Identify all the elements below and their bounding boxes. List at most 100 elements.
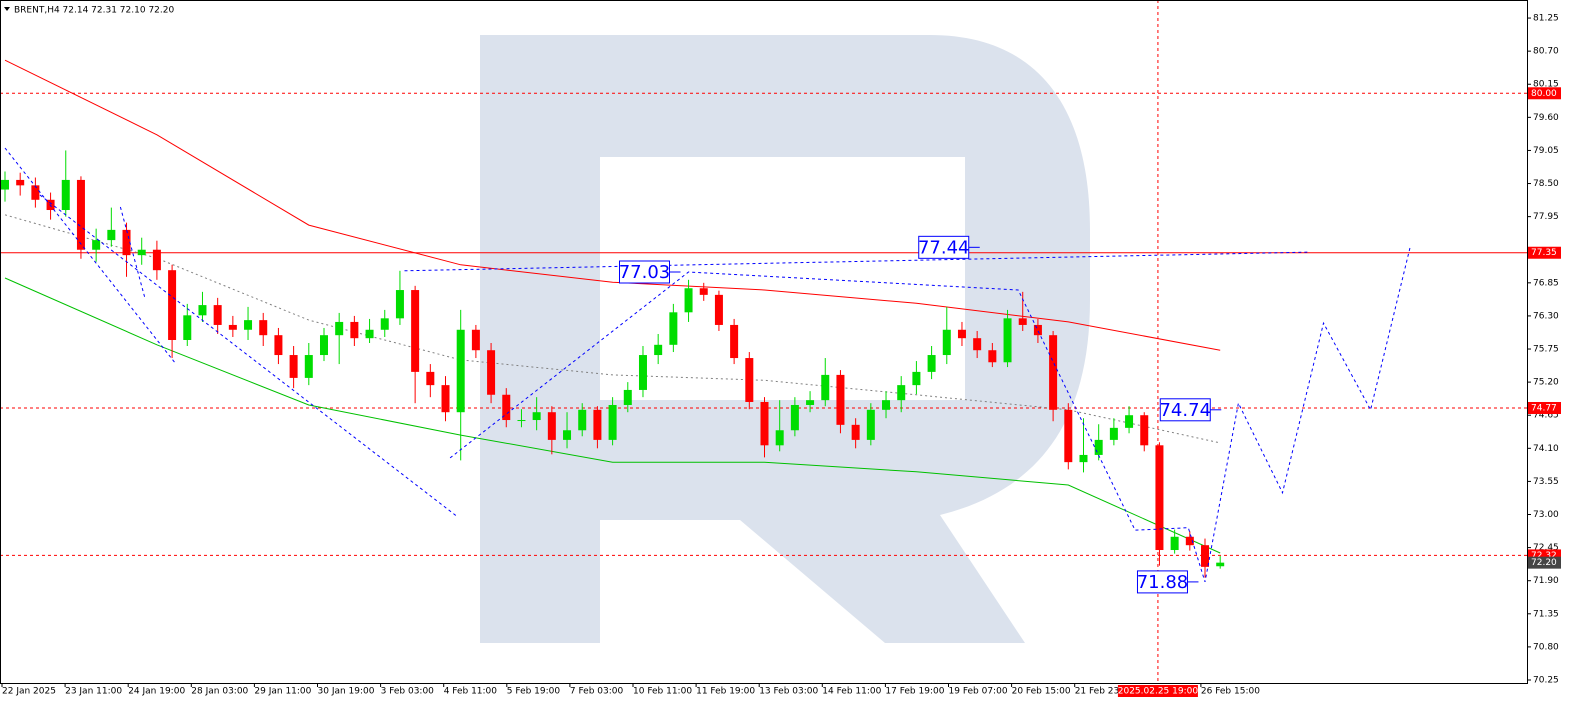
candle-body xyxy=(350,321,359,339)
candle-body xyxy=(942,329,951,356)
candle-body xyxy=(441,385,450,413)
candle-body xyxy=(244,320,253,330)
candle-body xyxy=(487,350,496,395)
price-tag-label: 72.32 xyxy=(1531,551,1557,561)
candle-body xyxy=(1201,545,1210,567)
x-tick-label: 22 Jan 2025 xyxy=(2,687,56,697)
candle-body xyxy=(730,324,739,359)
candle-body xyxy=(1185,536,1194,546)
candle-body xyxy=(228,324,237,330)
candle-body xyxy=(1216,562,1225,567)
candle-body xyxy=(790,404,799,431)
price-tag xyxy=(1528,246,1561,259)
candle-body xyxy=(851,424,860,440)
annotation-label: 74.74 xyxy=(1159,400,1211,421)
candle-body xyxy=(395,290,404,319)
price-tag xyxy=(1528,401,1561,414)
y-tick-label: 80.70 xyxy=(1533,47,1559,57)
candle-body xyxy=(122,229,131,256)
candle-body xyxy=(684,288,693,313)
candle-body xyxy=(1,179,9,190)
menu-icon[interactable] xyxy=(4,7,10,11)
candle-body xyxy=(426,371,435,386)
price-tag xyxy=(1528,87,1561,100)
candle-body xyxy=(365,329,374,339)
watermark-logo xyxy=(480,35,1090,643)
y-tick-label: 71.90 xyxy=(1533,576,1559,586)
price-tag-label: 80.00 xyxy=(1531,89,1557,99)
y-tick-label: 81.25 xyxy=(1533,14,1559,24)
moving-average xyxy=(4,59,1221,351)
moving-average xyxy=(4,277,1221,554)
chart-header: BRENT,H4 72.14 72.31 72.10 72.20 xyxy=(14,6,174,16)
candle-body xyxy=(380,318,389,330)
x-tick-label: 26 Feb 15:00 xyxy=(1201,687,1260,697)
forecast-path xyxy=(39,194,459,518)
x-tick-label: 4 Feb 11:00 xyxy=(444,687,498,697)
x-tick-label: 7 Feb 03:00 xyxy=(570,687,624,697)
plot-border xyxy=(0,0,1528,684)
x-tick-label: 5 Feb 19:00 xyxy=(507,687,561,697)
candle-body xyxy=(760,401,769,446)
candle-body xyxy=(699,288,708,295)
candle-body xyxy=(274,335,283,356)
y-tick-label: 71.35 xyxy=(1533,609,1559,619)
y-tick-label: 77.95 xyxy=(1533,212,1559,222)
x-tick-label: 10 Feb 11:00 xyxy=(633,687,692,697)
annotation-box xyxy=(1136,570,1188,594)
candle-body xyxy=(152,249,161,271)
x-tick-label: 14 Feb 11:00 xyxy=(822,687,881,697)
candle-body xyxy=(1094,439,1103,455)
candle-body xyxy=(502,394,511,421)
candle-body xyxy=(912,371,921,386)
y-tick-label: 75.75 xyxy=(1533,345,1559,355)
x-tick-label: 17 Feb 19:00 xyxy=(885,687,944,697)
candle-body xyxy=(198,305,207,316)
crosshair-tag xyxy=(1117,685,1198,697)
candle-body xyxy=(897,385,906,401)
candle-body xyxy=(638,355,647,390)
x-tick-label: 24 Jan 19:00 xyxy=(128,687,185,697)
y-tick-label: 70.80 xyxy=(1533,642,1559,652)
crosshair-label: 2025.02.25 19:00 xyxy=(1118,687,1199,697)
candle-body xyxy=(745,358,754,402)
y-tick-label: 72.45 xyxy=(1533,543,1559,553)
candle-body xyxy=(319,335,328,356)
x-tick-label: 28 Jan 03:00 xyxy=(191,687,248,697)
candle-body xyxy=(866,409,875,440)
y-tick-label: 75.20 xyxy=(1533,378,1559,388)
candle-body xyxy=(547,412,556,440)
candle-body xyxy=(61,179,70,211)
candle-body xyxy=(1155,445,1164,551)
candle-body xyxy=(669,312,678,345)
annotation-label: 71.88 xyxy=(1137,572,1189,593)
x-tick-label: 30 Jan 19:00 xyxy=(318,687,375,697)
annotation-label: 77.44 xyxy=(918,237,970,258)
candle-body xyxy=(654,344,663,356)
candle-body xyxy=(1109,427,1118,440)
candle-body xyxy=(623,389,632,405)
candle-body xyxy=(821,374,830,401)
candle-body xyxy=(775,430,784,446)
moving-average xyxy=(4,214,1221,444)
candle-body xyxy=(92,240,101,250)
candle-body xyxy=(304,355,313,378)
candle-body xyxy=(714,294,723,325)
y-tick-label: 79.05 xyxy=(1533,146,1559,156)
y-tick-label: 73.00 xyxy=(1533,510,1559,520)
candle-body xyxy=(1049,335,1058,410)
candle-body xyxy=(471,329,480,351)
price-tag xyxy=(1528,556,1561,569)
price-tag-label: 74.77 xyxy=(1531,403,1557,413)
candle-body xyxy=(608,404,617,440)
x-tick-label: 21 Feb 23:00 xyxy=(1075,687,1134,697)
candle-body xyxy=(806,400,815,405)
candle-body xyxy=(882,400,891,410)
y-tick-label: 78.50 xyxy=(1533,179,1559,189)
x-tick-label: 19 Feb 07:00 xyxy=(949,687,1008,697)
candle-body xyxy=(183,315,192,340)
forecast-path xyxy=(449,247,1411,583)
candle-body xyxy=(836,374,845,425)
candle-body xyxy=(988,350,997,363)
